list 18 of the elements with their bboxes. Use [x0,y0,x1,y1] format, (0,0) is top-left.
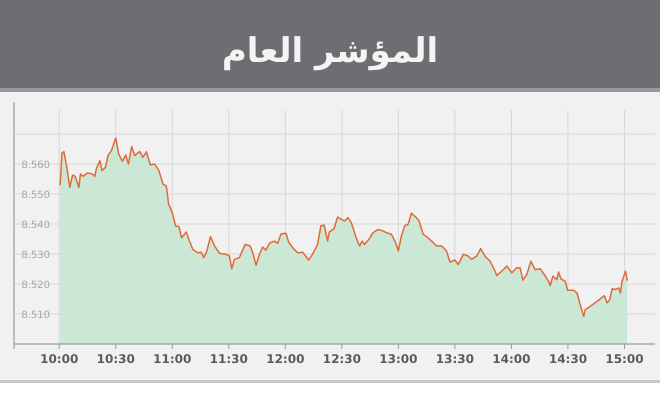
y-tick-label: 8.540 [21,220,50,231]
x-tick-label: 12:00 [266,352,304,366]
y-tick-label: 8.510 [21,310,50,321]
x-tick-label: 13:00 [379,352,418,366]
y-tick-label: 8.550 [21,190,50,201]
y-tick-label: 8.530 [21,250,50,261]
x-tick-label: 12:30 [322,352,361,366]
x-tick-label: 14:30 [548,352,588,366]
x-tick-label: 11:30 [210,352,248,366]
x-tick-label: 15:00 [605,352,644,366]
x-tick-label: 13:30 [436,352,474,366]
x-tick-label: 10:30 [96,352,135,366]
x-tick-label: 14:00 [492,352,531,366]
y-tick-label: 8.560 [21,160,50,171]
chart-title: المؤشر العام [222,31,438,71]
x-tick-label: 11:00 [153,352,192,366]
x-tick-label: 10:00 [40,352,78,366]
y-tick-label: 8.520 [21,280,50,291]
